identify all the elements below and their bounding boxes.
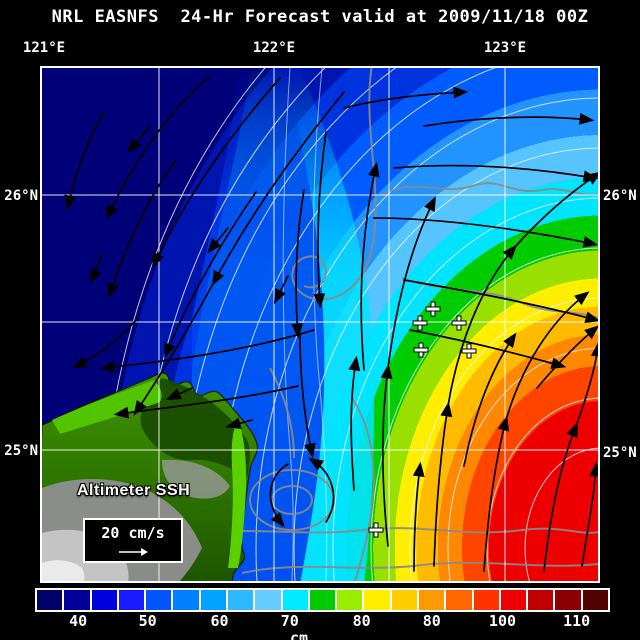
altimeter-obs-cross-icon bbox=[413, 316, 427, 330]
lat-label-left: 26°N bbox=[4, 188, 38, 204]
colorbar-tick-label: 70 bbox=[280, 612, 299, 630]
colorbar-cell bbox=[118, 590, 147, 610]
colorbar-cell bbox=[255, 590, 283, 610]
lat-label-right: 26°N bbox=[603, 188, 637, 204]
colorbar bbox=[35, 588, 610, 612]
altimeter-obs-cross-icon bbox=[369, 523, 383, 537]
colorbar-tick-label: 100 bbox=[488, 612, 517, 630]
colorbar-cell bbox=[282, 590, 310, 610]
colorbar-cell bbox=[146, 590, 174, 610]
colorbar-cell bbox=[418, 590, 447, 610]
colorbar-cell bbox=[200, 590, 228, 610]
plot-title: NRL EASNFS 24-Hr Forecast valid at 2009/… bbox=[51, 7, 589, 27]
field-label: Altimeter SSH bbox=[77, 482, 191, 499]
map-svg bbox=[37, 0, 640, 640]
colorbar-ticks: 40 50 60 70 80 80 100 110 bbox=[35, 612, 610, 630]
scale-arrow-icon bbox=[119, 548, 148, 556]
lat-label-left: 25°N bbox=[4, 443, 38, 459]
colorbar-cell bbox=[337, 590, 365, 610]
colorbar-tick-label: 50 bbox=[138, 612, 157, 630]
colorbar-cell bbox=[555, 590, 583, 610]
colorbar-cell bbox=[473, 590, 501, 610]
colorbar-cell bbox=[446, 590, 474, 610]
colorbar-cell bbox=[173, 590, 201, 610]
altimeter-obs-cross-icon bbox=[462, 344, 476, 358]
colorbar-tick-label: 80 bbox=[352, 612, 371, 630]
lon-label: 123°E bbox=[483, 40, 527, 56]
map-area bbox=[37, 0, 640, 640]
vector-scale-box: 20 cm/s bbox=[83, 518, 183, 563]
altimeter-obs-cross-icon bbox=[426, 302, 440, 316]
colorbar-cell bbox=[582, 590, 608, 610]
colorbar-cell bbox=[500, 590, 529, 610]
colorbar-cell bbox=[528, 590, 556, 610]
colorbar-tick-label: 110 bbox=[563, 612, 591, 630]
colorbar-tick-label: 40 bbox=[69, 612, 88, 630]
colorbar-tick-label: 80 bbox=[422, 612, 441, 630]
altimeter-obs-cross-icon bbox=[414, 343, 428, 357]
colorbar-cell bbox=[391, 590, 419, 610]
colorbar-cell bbox=[227, 590, 256, 610]
colorbar-cell bbox=[364, 590, 392, 610]
colorbar-cell bbox=[37, 590, 65, 610]
current-streamlines bbox=[64, 75, 603, 572]
colorbar-unit: cm bbox=[289, 629, 309, 640]
altimeter-obs-cross-icon bbox=[452, 316, 466, 330]
colorbar-cell bbox=[309, 590, 338, 610]
lon-label: 121°E bbox=[22, 40, 66, 56]
lat-label-right: 25°N bbox=[603, 445, 637, 461]
colorbar-cell bbox=[64, 590, 92, 610]
lon-label: 122°E bbox=[252, 40, 296, 56]
vector-scale-label: 20 cm/s bbox=[101, 524, 165, 542]
colorbar-tick-label: 60 bbox=[210, 612, 229, 630]
colorbar-cell bbox=[91, 590, 119, 610]
